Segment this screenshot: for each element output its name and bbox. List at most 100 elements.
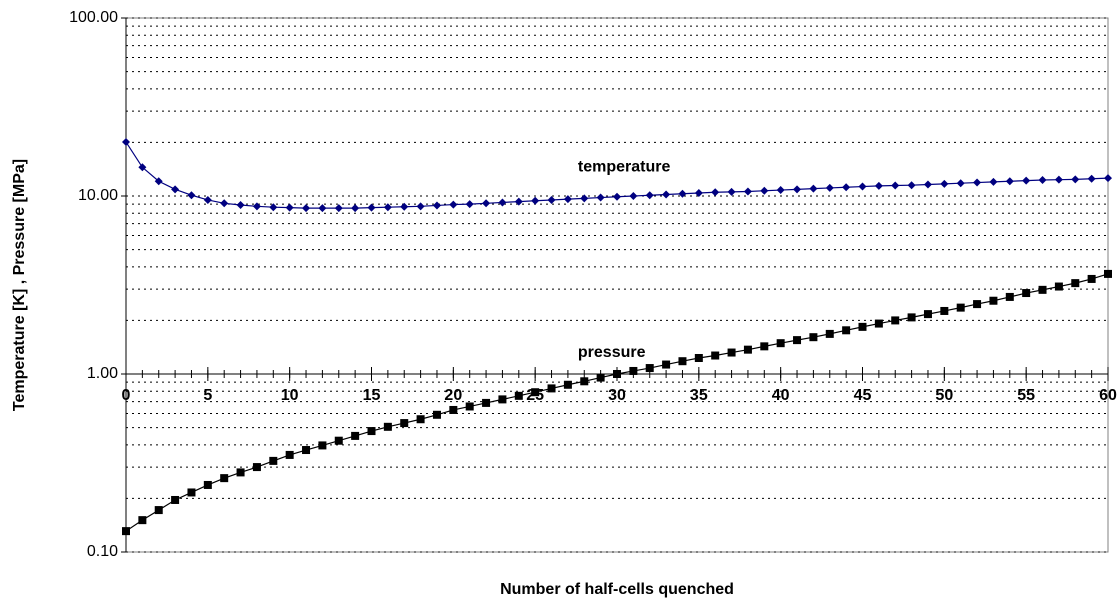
marker (122, 138, 130, 147)
marker (825, 183, 834, 192)
marker (580, 194, 589, 203)
marker (989, 177, 998, 186)
marker (122, 527, 130, 536)
marker (793, 185, 802, 194)
marker (334, 436, 343, 445)
marker (498, 198, 507, 207)
marker (1005, 177, 1014, 186)
marker (351, 431, 360, 440)
marker (711, 188, 720, 197)
marker (940, 179, 949, 188)
marker (367, 203, 376, 212)
marker (760, 342, 769, 351)
marker (236, 468, 245, 477)
marker (318, 204, 327, 213)
marker (171, 495, 180, 504)
marker (760, 186, 769, 195)
marker (907, 181, 916, 190)
x-tick-label: 5 (203, 387, 212, 404)
marker (269, 456, 278, 465)
marker (220, 474, 229, 483)
marker (252, 202, 261, 211)
marker (531, 196, 540, 205)
x-tick-label: 45 (854, 387, 872, 404)
marker (302, 446, 311, 455)
series-label: temperature (578, 158, 671, 175)
marker (825, 329, 834, 338)
marker (203, 480, 212, 489)
marker (138, 516, 147, 525)
marker (236, 201, 245, 210)
marker (400, 202, 409, 211)
marker (220, 199, 229, 208)
x-tick-label: 10 (281, 387, 299, 404)
marker (449, 200, 458, 209)
marker (613, 192, 621, 201)
marker (858, 182, 867, 191)
marker (678, 357, 687, 366)
y-tick-label: 10.00 (78, 187, 118, 204)
y-tick-label: 1.00 (87, 365, 118, 382)
y-tick-label: 100.00 (69, 9, 118, 26)
y-tick-label: 0.10 (87, 543, 118, 560)
x-tick-label: 0 (122, 387, 131, 404)
marker (1071, 279, 1080, 288)
x-tick-label: 60 (1099, 387, 1117, 404)
marker (269, 203, 278, 212)
marker (334, 204, 343, 213)
marker (743, 187, 752, 196)
marker (416, 202, 425, 211)
marker (171, 185, 180, 194)
marker (547, 195, 556, 204)
marker (645, 191, 654, 200)
marker (252, 463, 261, 472)
marker (1087, 274, 1096, 283)
marker (1054, 175, 1063, 184)
marker (1038, 285, 1047, 294)
marker (809, 184, 818, 193)
marker (285, 450, 294, 459)
marker (629, 192, 638, 200)
marker (1022, 176, 1031, 185)
x-tick-label: 30 (608, 387, 626, 404)
marker (989, 296, 998, 305)
x-tick-label: 40 (772, 387, 790, 404)
marker (842, 183, 851, 192)
marker (187, 488, 196, 497)
marker (809, 333, 818, 342)
marker (1022, 289, 1031, 298)
x-tick-label: 35 (690, 387, 708, 404)
marker (956, 303, 965, 312)
marker (743, 345, 752, 354)
x-tick-label: 55 (1017, 387, 1035, 404)
marker (203, 195, 212, 204)
marker (645, 364, 654, 373)
x-tick-label: 50 (935, 387, 953, 404)
x-tick-label: 20 (444, 387, 462, 404)
marker (580, 377, 589, 386)
marker (1087, 174, 1096, 183)
marker (776, 186, 785, 195)
marker (1005, 292, 1014, 301)
marker (973, 178, 982, 187)
marker (956, 179, 965, 188)
marker (874, 181, 883, 190)
marker (940, 306, 949, 315)
marker (727, 348, 736, 357)
marker (302, 204, 311, 213)
marker (154, 177, 163, 186)
x-axis-label: Number of half-cells quenched (500, 581, 734, 598)
marker (776, 339, 785, 348)
marker (465, 200, 474, 209)
marker (432, 201, 441, 210)
y-axis-label: Temperature [K] , Pressure [MPa] (11, 159, 28, 411)
marker (138, 163, 147, 172)
marker (367, 427, 376, 436)
marker (547, 384, 556, 393)
marker (531, 388, 540, 397)
marker (1054, 282, 1063, 291)
marker (482, 199, 491, 208)
marker (891, 316, 900, 325)
marker (613, 370, 621, 378)
